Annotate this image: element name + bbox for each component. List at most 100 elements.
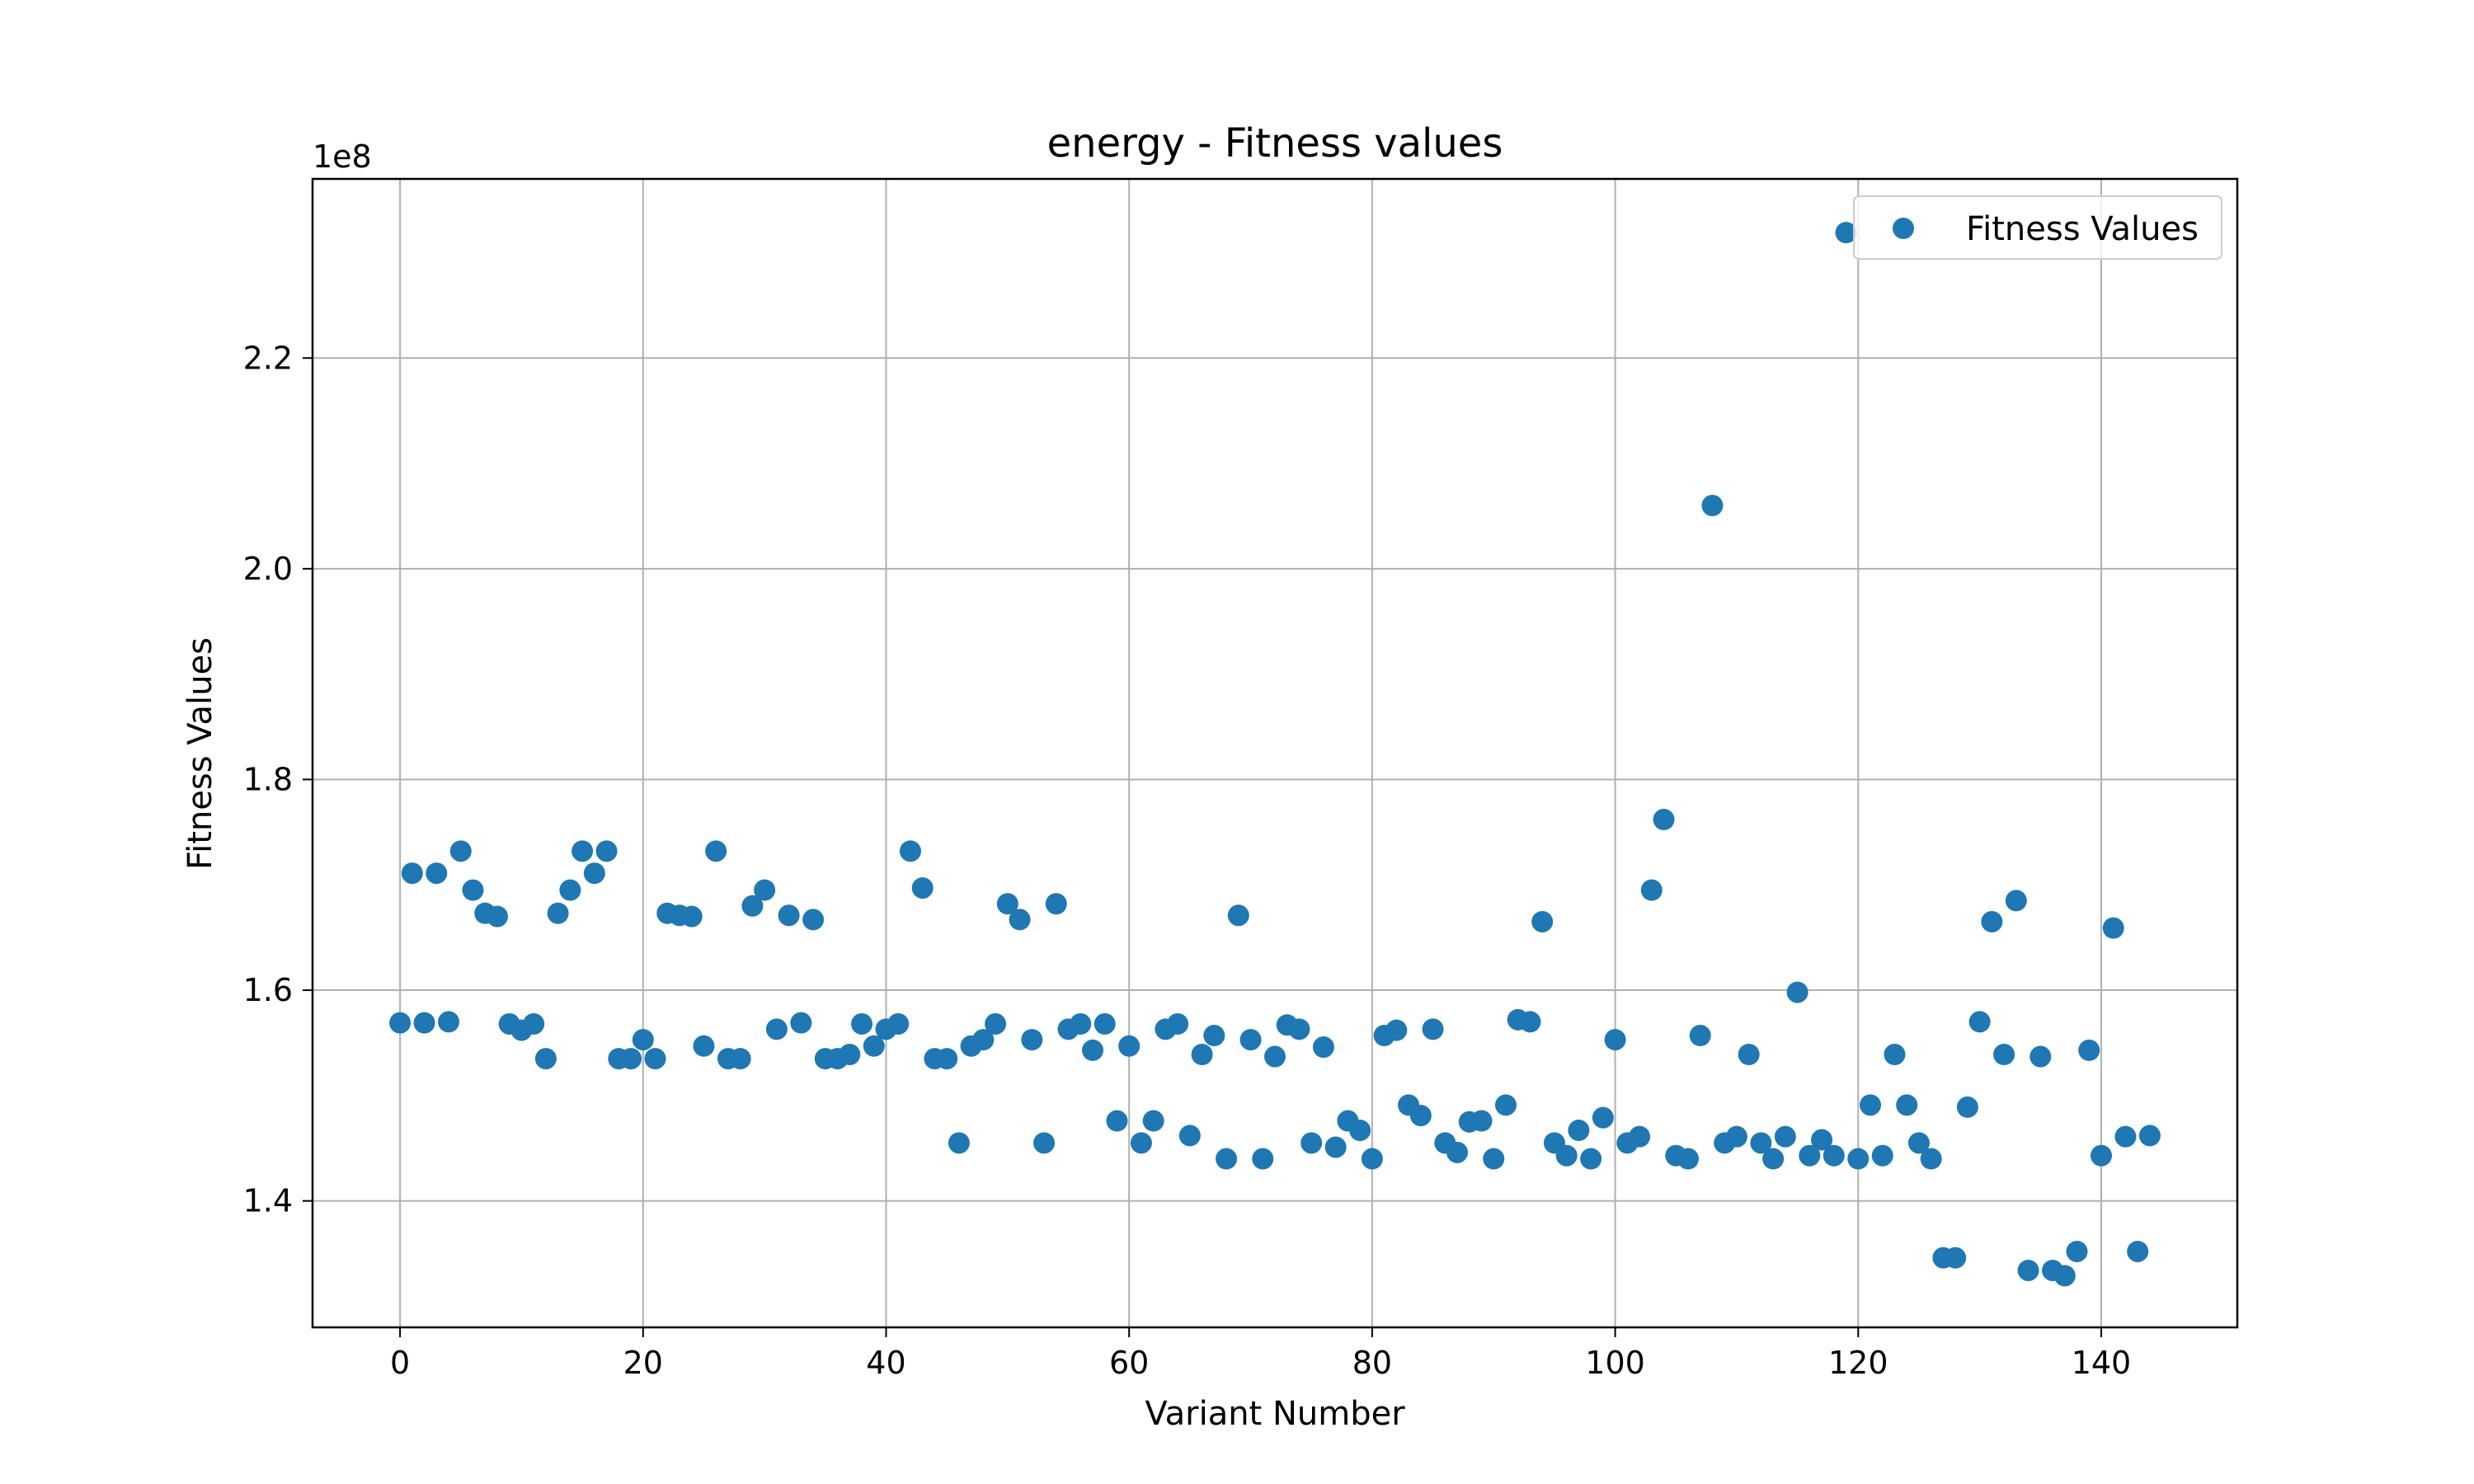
data-point (1312, 1036, 1334, 1059)
data-point (1081, 1039, 1103, 1061)
data-point (1349, 1120, 1371, 1142)
x-tick-label: 100 (1585, 1345, 1645, 1381)
data-point (523, 1012, 545, 1035)
data-point (2053, 1265, 2076, 1287)
data-point (1811, 1129, 1833, 1151)
x-tick-label: 0 (390, 1345, 410, 1381)
data-point (1216, 1148, 1238, 1170)
x-tick-label: 140 (2072, 1345, 2132, 1381)
data-point (741, 895, 764, 917)
data-point (1227, 904, 1249, 927)
x-tick-label: 40 (866, 1345, 905, 1381)
data-point (2078, 1039, 2100, 1061)
data-point (996, 893, 1018, 915)
legend: Fitness Values (1853, 195, 2222, 260)
x-tick-label: 60 (1109, 1345, 1149, 1381)
data-point (1446, 1141, 1469, 1163)
data-point (595, 840, 618, 862)
data-point (2017, 1259, 2039, 1281)
data-point (1178, 1125, 1201, 1147)
y-tick-label: 1.6 (243, 972, 293, 1008)
data-point (534, 1048, 557, 1070)
y-offset-label: 1e8 (313, 139, 372, 175)
data-point (1629, 1125, 1651, 1148)
y-tick-label: 1.4 (243, 1183, 293, 1219)
data-point (705, 840, 727, 862)
data-point (1871, 1144, 1893, 1167)
data-point (547, 902, 569, 924)
data-point (462, 879, 484, 901)
data-point (1968, 1011, 1991, 1033)
data-point (948, 1132, 970, 1154)
data-point (1021, 1029, 1043, 1051)
data-point (790, 1012, 812, 1034)
data-point (972, 1029, 995, 1051)
data-point (2138, 1125, 2161, 1147)
data-point (1130, 1132, 1152, 1154)
data-point (936, 1048, 958, 1070)
data-point (680, 905, 703, 928)
data-point (438, 1011, 460, 1033)
data-point (1725, 1125, 1747, 1148)
data-point (1956, 1096, 1978, 1118)
data-point (486, 905, 508, 928)
data-point (1835, 222, 1857, 244)
data-point (1640, 879, 1663, 901)
data-point (1239, 1029, 1262, 1051)
data-point (1896, 1094, 1918, 1116)
data-point (899, 840, 921, 862)
data-point (1847, 1148, 1870, 1170)
data-point (1045, 893, 1067, 915)
data-point (583, 862, 605, 885)
axis-ticks: 0 20 40 60 80 100 120 140 1.4 1.6 1.8 2.0 2.2 (243, 340, 2132, 1381)
data-point (1009, 909, 1031, 931)
data-point (1422, 1018, 1444, 1040)
data-point (1580, 1148, 1602, 1170)
data-point (559, 879, 581, 901)
data-point (802, 909, 825, 931)
data-point (839, 1044, 861, 1066)
data-point (1106, 1110, 1128, 1132)
data-point (1094, 1012, 1116, 1035)
plot-frame (311, 177, 2239, 1329)
data-point (778, 904, 800, 927)
data-point (1884, 1044, 1906, 1066)
data-point (1264, 1045, 1286, 1068)
data-point (1701, 495, 1724, 517)
data-point (620, 1048, 642, 1070)
data-point (1470, 1110, 1493, 1132)
data-point (1786, 981, 1808, 1003)
data-point (1361, 1148, 1383, 1170)
data-point (1300, 1132, 1323, 1154)
data-point (1920, 1148, 1942, 1170)
y-tick-label: 2.0 (243, 551, 293, 587)
data-point (851, 1012, 873, 1035)
data-point (1677, 1148, 1699, 1170)
y-axis-label: Fitness Values (181, 637, 219, 870)
x-axis-label: Variant Number (1145, 1395, 1405, 1433)
data-point (426, 862, 448, 885)
data-point (1324, 1136, 1347, 1158)
data-point (1738, 1044, 1760, 1066)
data-point (887, 1012, 910, 1035)
data-point (1409, 1105, 1432, 1127)
data-point (754, 879, 776, 901)
data-point (1653, 809, 1675, 831)
data-point (863, 1035, 885, 1057)
data-point (1993, 1044, 2015, 1066)
data-point (1519, 1011, 1541, 1033)
data-point (1799, 1144, 1821, 1167)
data-point (1203, 1024, 1225, 1046)
data-point (1252, 1148, 1274, 1170)
data-point (1750, 1132, 1772, 1154)
data-point (1494, 1094, 1517, 1116)
data-point (1604, 1029, 1626, 1051)
data-point (1070, 1012, 1092, 1035)
data-point (1592, 1106, 1614, 1129)
data-point (1823, 1144, 1845, 1167)
data-point (2090, 1144, 2112, 1167)
data-point (1118, 1035, 1141, 1057)
x-tick-label: 80 (1352, 1345, 1392, 1381)
data-point (1531, 910, 1554, 932)
